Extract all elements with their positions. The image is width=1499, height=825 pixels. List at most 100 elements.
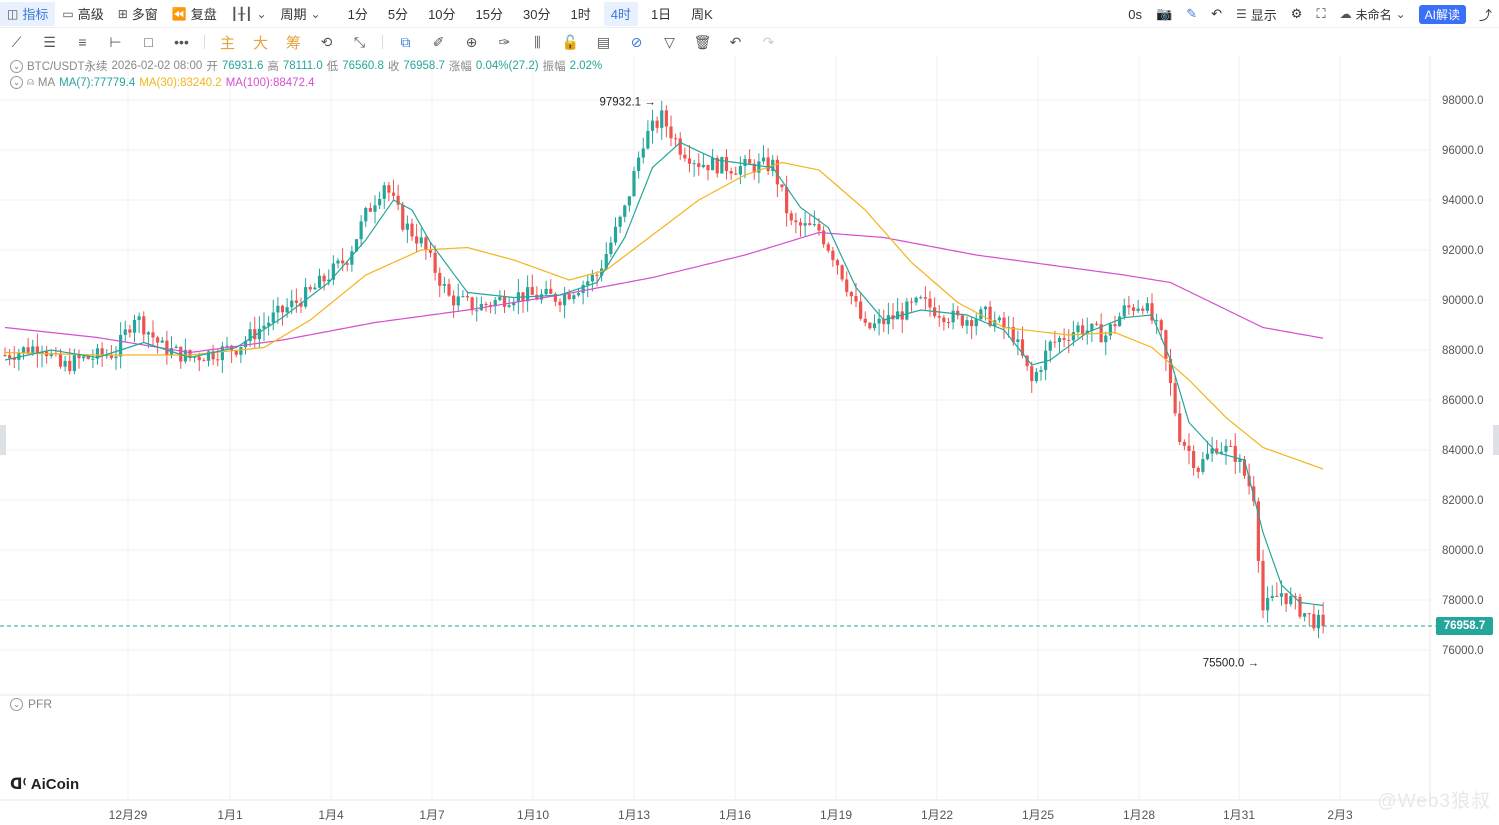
candle-body xyxy=(424,237,428,251)
window-icon: ▭ xyxy=(62,6,74,21)
interval-tab[interactable]: 1时 xyxy=(570,7,591,22)
candle-body xyxy=(1044,350,1048,371)
candle-body xyxy=(595,274,599,276)
interval-tab[interactable]: 15分 xyxy=(475,7,503,22)
candles-toggle-icon[interactable]: ⫼ xyxy=(534,33,541,50)
indicators-label: 指标 xyxy=(22,7,49,22)
undo-icon[interactable]: ↶ xyxy=(1211,6,1223,21)
filter-icon[interactable]: ▽ xyxy=(664,33,675,50)
candle-body xyxy=(498,296,502,301)
magnet-icon[interactable]: ⧉ xyxy=(400,33,411,50)
interval-tab[interactable]: 30分 xyxy=(523,7,551,22)
lock-icon[interactable]: 🔓 xyxy=(561,33,580,50)
watermark: @Web3狼叔 xyxy=(1377,791,1491,812)
replay-tool-icon[interactable]: ⟲ xyxy=(320,33,333,50)
big-order-button[interactable]: 大 xyxy=(252,34,268,52)
candle-body xyxy=(970,320,974,327)
ma100-value: MA(100):88472.4 xyxy=(225,76,315,89)
candle-body xyxy=(378,198,382,206)
candle-body xyxy=(646,130,650,149)
ai-read-button[interactable]: AI解读 xyxy=(1418,4,1466,24)
interval-tab[interactable]: 周K xyxy=(691,7,713,22)
interval-tab[interactable]: 4时 xyxy=(603,1,638,26)
candle-body xyxy=(1178,413,1182,442)
alert-icon[interactable]: ⍝ xyxy=(27,76,34,88)
settings-icon[interactable]: ⚙ xyxy=(1290,6,1303,21)
horizontal-lines-icon[interactable]: ☰ xyxy=(43,33,56,50)
candle-body xyxy=(248,329,252,342)
candle-body xyxy=(942,317,946,323)
fullscreen-icon[interactable]: ⛶ xyxy=(1316,6,1326,21)
candle-body xyxy=(1039,370,1043,372)
candle-body xyxy=(586,281,590,285)
chart-type-button[interactable]: ┃╂┃ ⌄ xyxy=(224,2,274,26)
ruler-icon[interactable]: ✐ xyxy=(432,33,445,50)
x-tick-label: 1月16 xyxy=(719,808,751,822)
candle-body xyxy=(877,318,881,324)
share-icon[interactable]: ⤴ xyxy=(1478,7,1492,23)
interval-tab[interactable]: 10分 xyxy=(428,7,456,22)
candle-body xyxy=(835,260,840,266)
candle-body xyxy=(983,306,988,310)
candle-body xyxy=(678,138,682,155)
collapse-icon[interactable]: ⌄ xyxy=(10,76,23,89)
zoom-icon[interactable]: ⊕ xyxy=(465,33,478,50)
candle-body xyxy=(68,360,72,372)
candle-body xyxy=(1201,459,1205,472)
brush-icon[interactable]: ✑ xyxy=(498,33,511,50)
interval-tab[interactable]: 5分 xyxy=(387,7,409,22)
candle-body xyxy=(1020,339,1025,356)
layout-dropdown[interactable]: ☁ 未命名 ⌄ xyxy=(1333,2,1413,26)
candle-body xyxy=(1182,441,1186,446)
replay-button[interactable]: ⏪ 复盘 xyxy=(165,2,224,26)
candle-body xyxy=(706,164,710,171)
right-panel-toggle[interactable] xyxy=(1493,425,1499,455)
measure-icon[interactable]: ⤡ xyxy=(353,33,366,50)
multi-window-button[interactable]: ⊞ 多窗 xyxy=(111,2,165,26)
candle-body xyxy=(502,296,507,307)
candle-body xyxy=(1025,355,1029,367)
y-tick-label: 92000.0 xyxy=(1442,245,1484,257)
layout-name: 未命名 xyxy=(1355,7,1392,22)
camera-icon[interactable]: 📷 xyxy=(1156,6,1173,21)
redo-draw-icon[interactable]: ↷ xyxy=(762,33,775,50)
candle-body xyxy=(1081,325,1085,335)
indicators-button[interactable]: ◫ 指标 xyxy=(0,1,56,26)
period-dropdown[interactable]: 周期 ⌄ xyxy=(274,2,328,26)
rectangle-icon[interactable]: □ xyxy=(144,34,153,50)
low-marker-label: 75500.0 → xyxy=(1203,658,1259,670)
top-toolbar: ◫ 指标 ▭ 高级 ⊞ 多窗 ⏪ 复盘 ┃╂┃ ⌄ 周期 ⌄ 1分 5分 10分 15分 30分 1时… xyxy=(0,0,1499,28)
display-button[interactable]: ☰ 显示 xyxy=(1229,2,1284,26)
amplitude-label: 振幅 xyxy=(542,61,566,73)
left-panel-toggle[interactable] xyxy=(0,425,6,455)
candle-body xyxy=(1108,324,1112,336)
candle-body xyxy=(798,222,803,226)
candle-body xyxy=(262,325,266,329)
candle-body xyxy=(109,355,113,359)
chip-button[interactable]: 筹 xyxy=(285,34,301,52)
candle-body xyxy=(86,356,90,359)
candle-body xyxy=(544,288,548,295)
hide-drawings-icon[interactable]: ⊘ xyxy=(630,33,643,50)
trendline-icon[interactable]: ⟋ xyxy=(11,33,22,50)
main-force-button[interactable]: 主 xyxy=(219,34,235,52)
undo-draw-icon[interactable]: ↶ xyxy=(729,33,742,50)
advanced-button[interactable]: ▭ 高级 xyxy=(55,2,110,26)
interval-tab[interactable]: 1分 xyxy=(347,7,368,22)
collapse-icon[interactable]: ⌄ xyxy=(10,59,23,73)
candle-body xyxy=(822,230,826,245)
template-icon[interactable]: ▤ xyxy=(596,33,611,50)
candle-body xyxy=(493,300,497,307)
interval-tab[interactable]: 1日 xyxy=(650,7,672,22)
horizontal-ray-icon[interactable]: ⊢ xyxy=(109,33,122,50)
y-tick-label: 94000.0 xyxy=(1442,195,1484,207)
candle-body xyxy=(331,263,335,280)
parallel-channel-icon[interactable]: ≡ xyxy=(78,34,87,50)
candle-body xyxy=(1233,445,1237,462)
trash-icon[interactable]: 🗑 xyxy=(693,33,712,50)
collapse-icon[interactable]: ⌄ xyxy=(10,697,23,711)
more-tools-icon[interactable]: ••• xyxy=(174,34,189,50)
pen-icon[interactable]: ✎ xyxy=(1186,6,1198,21)
candle-body xyxy=(507,305,511,307)
